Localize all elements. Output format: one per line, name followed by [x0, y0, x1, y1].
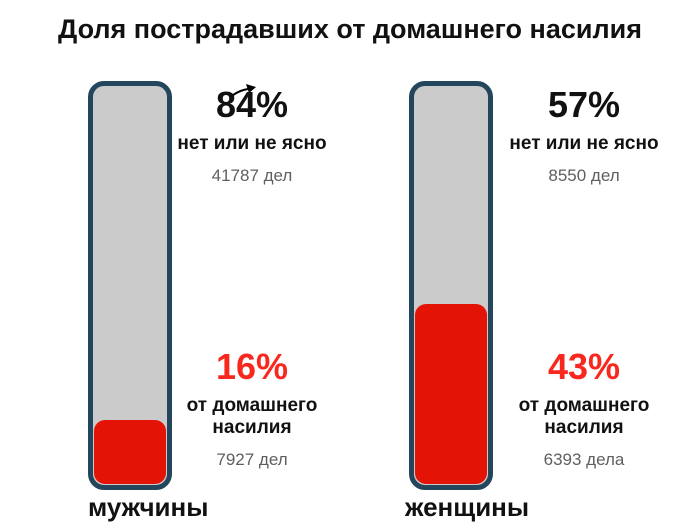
women-bottom-cases: 6393 дела — [543, 450, 625, 469]
cursor-arrow-icon — [232, 84, 256, 96]
men-top-cases: 41787 дел — [211, 166, 293, 185]
men-bottom-percent: 16% — [215, 346, 289, 387]
men-bottom-stats: 16% от домашнего насилия 7927 дел — [162, 348, 342, 470]
red-fill-men — [94, 420, 166, 484]
thermometer-women — [409, 81, 493, 490]
men-bottom-desc: от домашнего насилия — [186, 395, 318, 438]
men-top-percent-value: 84% — [215, 84, 289, 125]
women-top-cases: 8550 дел — [548, 166, 620, 185]
women-top-percent: 57% — [547, 84, 621, 125]
thermometer-men — [88, 81, 172, 490]
red-fill-women — [415, 304, 487, 484]
women-top-desc: нет или не ясно — [509, 133, 659, 154]
category-label-women: женщины — [405, 492, 530, 522]
chart-title: Доля пострадавших от домашнего насилия — [58, 14, 642, 44]
category-label-men: мужчины — [88, 492, 209, 522]
men-bottom-cases: 7927 дел — [216, 450, 288, 469]
women-top-stats: 57% нет или не ясно 8550 дел — [494, 86, 674, 186]
men-top-desc: нет или не ясно — [177, 133, 327, 154]
women-bottom-stats: 43% от домашнего насилия 6393 дела — [494, 348, 674, 470]
men-top-percent: 84% — [162, 84, 342, 125]
women-bottom-desc: от домашнего насилия — [518, 395, 650, 438]
women-bottom-percent: 43% — [547, 346, 621, 387]
men-top-stats: 84% нет или не ясно 41787 дел — [162, 84, 342, 186]
